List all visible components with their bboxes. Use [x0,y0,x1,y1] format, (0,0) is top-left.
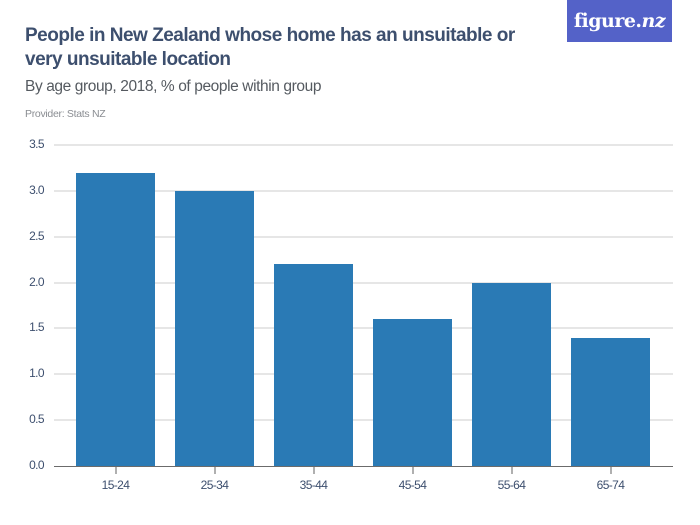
bar-15-24[interactable] [76,172,155,466]
x-tick-label: 25-34 [200,478,229,492]
bar-45-54[interactable] [373,319,452,466]
x-axis-line [54,466,673,467]
gridline [54,419,673,422]
x-tick-mark [411,467,414,474]
bar-25-34[interactable] [175,190,254,466]
gridline [54,281,673,284]
bar-65-74[interactable] [571,337,650,466]
gridline [54,189,673,192]
logo-text-italic: nz [641,10,666,32]
chart-subtitle: By age group, 2018, % of people within g… [25,78,322,95]
x-tick-label: 65-74 [596,478,625,492]
gridline [54,327,673,330]
x-tick-label: 35-44 [299,478,328,492]
y-tick-label: 3.5 [29,137,44,151]
y-tick-label: 1.5 [29,320,44,335]
bar-55-64[interactable] [472,282,551,466]
y-tick-label: 0.5 [29,412,44,427]
y-tick-label: 1.0 [29,366,44,381]
gridline [54,373,673,376]
x-tick-mark [213,467,216,474]
y-tick-label: 3.0 [29,182,44,197]
figure-nz-logo[interactable]: figure. nz [567,0,672,42]
provider-label: Provider: Stats NZ [25,108,106,120]
x-tick-label: 15-24 [101,478,130,492]
x-tick-label: 55-64 [497,478,526,492]
gridline [54,235,673,238]
gridline [54,144,673,146]
x-tick-label: 45-54 [398,478,427,492]
y-tick-label: 2.0 [29,274,44,289]
x-tick-mark [510,467,513,474]
logo-text: figure. [573,10,642,32]
chart-title: People in New Zealand whose home has an … [25,25,515,70]
y-tick-label: 0.0 [29,458,44,472]
x-tick-mark [312,467,315,474]
y-tick-label: 2.5 [29,228,44,243]
x-tick-mark [114,467,117,474]
bar-35-44[interactable] [274,264,353,466]
x-tick-mark [609,467,612,474]
